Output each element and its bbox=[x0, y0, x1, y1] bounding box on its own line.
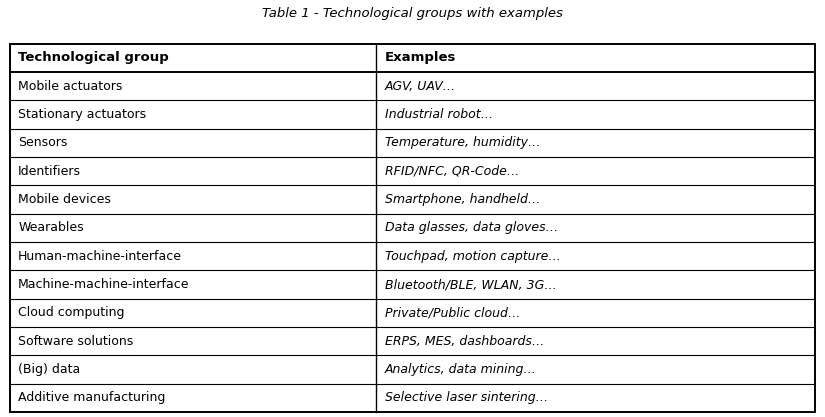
Text: Industrial robot…: Industrial robot… bbox=[384, 108, 493, 121]
Text: Wearables: Wearables bbox=[18, 221, 84, 234]
Text: Additive manufacturing: Additive manufacturing bbox=[18, 391, 166, 404]
Text: Identifiers: Identifiers bbox=[18, 165, 81, 178]
Text: Sensors: Sensors bbox=[18, 136, 68, 149]
Text: (Big) data: (Big) data bbox=[18, 363, 80, 376]
Text: Touchpad, motion capture…: Touchpad, motion capture… bbox=[384, 250, 560, 263]
Text: Analytics, data mining…: Analytics, data mining… bbox=[384, 363, 536, 376]
Text: Examples: Examples bbox=[384, 51, 456, 65]
Text: Bluetooth/BLE, WLAN, 3G…: Bluetooth/BLE, WLAN, 3G… bbox=[384, 278, 556, 291]
Text: AGV, UAV…: AGV, UAV… bbox=[384, 80, 455, 93]
Text: Mobile actuators: Mobile actuators bbox=[18, 80, 123, 93]
Text: Data glasses, data gloves…: Data glasses, data gloves… bbox=[384, 221, 558, 234]
Text: Temperature, humidity…: Temperature, humidity… bbox=[384, 136, 540, 149]
Text: ERPS, MES, dashboards…: ERPS, MES, dashboards… bbox=[384, 335, 544, 348]
Text: Software solutions: Software solutions bbox=[18, 335, 134, 348]
Text: Stationary actuators: Stationary actuators bbox=[18, 108, 146, 121]
Bar bbox=[10, 44, 815, 412]
Text: Smartphone, handheld…: Smartphone, handheld… bbox=[384, 193, 540, 206]
Text: Table 1 - Technological groups with examples: Table 1 - Technological groups with exam… bbox=[262, 7, 563, 20]
Text: Private/Public cloud…: Private/Public cloud… bbox=[384, 306, 520, 319]
Text: Machine-machine-interface: Machine-machine-interface bbox=[18, 278, 190, 291]
Text: Cloud computing: Cloud computing bbox=[18, 306, 125, 319]
Text: Mobile devices: Mobile devices bbox=[18, 193, 111, 206]
Text: Selective laser sintering…: Selective laser sintering… bbox=[384, 391, 548, 404]
Text: Technological group: Technological group bbox=[18, 51, 169, 65]
Text: Human-machine-interface: Human-machine-interface bbox=[18, 250, 182, 263]
Text: RFID/NFC, QR-Code…: RFID/NFC, QR-Code… bbox=[384, 165, 519, 178]
